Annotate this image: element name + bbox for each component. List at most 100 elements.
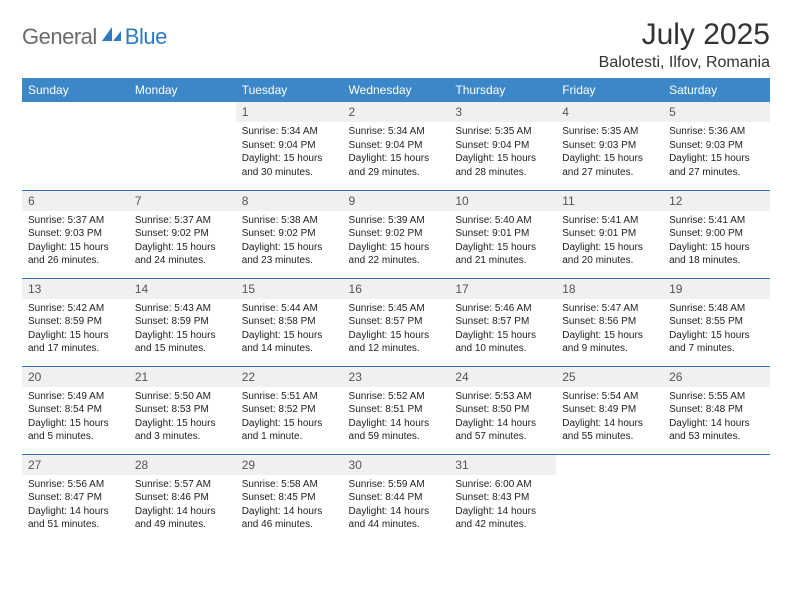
day-details: Sunrise: 5:58 AMSunset: 8:45 PMDaylight:… <box>236 475 343 538</box>
daylight-text: Daylight: 14 hours and 55 minutes. <box>562 417 657 444</box>
sunrise-text: Sunrise: 5:39 AM <box>349 214 444 228</box>
calendar-cell: 28Sunrise: 5:57 AMSunset: 8:46 PMDayligh… <box>129 454 236 542</box>
sunrise-text: Sunrise: 5:55 AM <box>669 390 764 404</box>
day-number: 9 <box>343 191 450 211</box>
day-details: Sunrise: 5:36 AMSunset: 9:03 PMDaylight:… <box>663 122 770 185</box>
day-details: Sunrise: 5:50 AMSunset: 8:53 PMDaylight:… <box>129 387 236 450</box>
daylight-text: Daylight: 15 hours and 24 minutes. <box>135 241 230 268</box>
sunset-text: Sunset: 8:58 PM <box>242 315 337 329</box>
daylight-text: Daylight: 15 hours and 15 minutes. <box>135 329 230 356</box>
day-number: 12 <box>663 191 770 211</box>
day-number: 18 <box>556 279 663 299</box>
month-title: July 2025 <box>599 18 770 52</box>
calendar-cell: 2Sunrise: 5:34 AMSunset: 9:04 PMDaylight… <box>343 102 450 190</box>
calendar-cell: 24Sunrise: 5:53 AMSunset: 8:50 PMDayligh… <box>449 366 556 454</box>
day-header: Tuesday <box>236 78 343 102</box>
sunset-text: Sunset: 8:59 PM <box>28 315 123 329</box>
daylight-text: Daylight: 15 hours and 23 minutes. <box>242 241 337 268</box>
day-details: Sunrise: 5:41 AMSunset: 9:00 PMDaylight:… <box>663 211 770 274</box>
sunset-text: Sunset: 8:45 PM <box>242 491 337 505</box>
day-number: 23 <box>343 367 450 387</box>
daylight-text: Daylight: 14 hours and 49 minutes. <box>135 505 230 532</box>
day-number: 11 <box>556 191 663 211</box>
daylight-text: Daylight: 15 hours and 27 minutes. <box>562 152 657 179</box>
daylight-text: Daylight: 14 hours and 44 minutes. <box>349 505 444 532</box>
daylight-text: Daylight: 15 hours and 29 minutes. <box>349 152 444 179</box>
calendar-cell: 22Sunrise: 5:51 AMSunset: 8:52 PMDayligh… <box>236 366 343 454</box>
daylight-text: Daylight: 15 hours and 1 minute. <box>242 417 337 444</box>
sunrise-text: Sunrise: 5:37 AM <box>28 214 123 228</box>
calendar-cell: .. <box>663 454 770 542</box>
sunset-text: Sunset: 8:55 PM <box>669 315 764 329</box>
daylight-text: Daylight: 15 hours and 10 minutes. <box>455 329 550 356</box>
day-details: Sunrise: 5:47 AMSunset: 8:56 PMDaylight:… <box>556 299 663 362</box>
sunset-text: Sunset: 8:47 PM <box>28 491 123 505</box>
day-details: Sunrise: 5:38 AMSunset: 9:02 PMDaylight:… <box>236 211 343 274</box>
sunrise-text: Sunrise: 5:42 AM <box>28 302 123 316</box>
sunrise-text: Sunrise: 5:46 AM <box>455 302 550 316</box>
day-number: 17 <box>449 279 556 299</box>
sunrise-text: Sunrise: 5:35 AM <box>455 125 550 139</box>
day-details: Sunrise: 5:59 AMSunset: 8:44 PMDaylight:… <box>343 475 450 538</box>
day-number: 27 <box>22 455 129 475</box>
daylight-text: Daylight: 15 hours and 14 minutes. <box>242 329 337 356</box>
calendar-cell: 19Sunrise: 5:48 AMSunset: 8:55 PMDayligh… <box>663 278 770 366</box>
day-details: Sunrise: 5:55 AMSunset: 8:48 PMDaylight:… <box>663 387 770 450</box>
day-details: Sunrise: 5:52 AMSunset: 8:51 PMDaylight:… <box>343 387 450 450</box>
day-details: Sunrise: 5:39 AMSunset: 9:02 PMDaylight:… <box>343 211 450 274</box>
calendar-cell: 17Sunrise: 5:46 AMSunset: 8:57 PMDayligh… <box>449 278 556 366</box>
sunrise-text: Sunrise: 5:34 AM <box>242 125 337 139</box>
day-number: 10 <box>449 191 556 211</box>
day-details: Sunrise: 5:43 AMSunset: 8:59 PMDaylight:… <box>129 299 236 362</box>
calendar-cell: 16Sunrise: 5:45 AMSunset: 8:57 PMDayligh… <box>343 278 450 366</box>
sunrise-text: Sunrise: 6:00 AM <box>455 478 550 492</box>
sunrise-text: Sunrise: 5:37 AM <box>135 214 230 228</box>
daylight-text: Daylight: 15 hours and 7 minutes. <box>669 329 764 356</box>
day-number: 21 <box>129 367 236 387</box>
logo-sail-icon <box>101 26 123 49</box>
day-details: Sunrise: 5:45 AMSunset: 8:57 PMDaylight:… <box>343 299 450 362</box>
day-number: 31 <box>449 455 556 475</box>
sunrise-text: Sunrise: 5:51 AM <box>242 390 337 404</box>
sunrise-text: Sunrise: 5:53 AM <box>455 390 550 404</box>
day-details: Sunrise: 5:35 AMSunset: 9:04 PMDaylight:… <box>449 122 556 185</box>
calendar-cell: 3Sunrise: 5:35 AMSunset: 9:04 PMDaylight… <box>449 102 556 190</box>
daylight-text: Daylight: 15 hours and 18 minutes. <box>669 241 764 268</box>
day-number: 26 <box>663 367 770 387</box>
sunset-text: Sunset: 8:50 PM <box>455 403 550 417</box>
calendar-cell: 4Sunrise: 5:35 AMSunset: 9:03 PMDaylight… <box>556 102 663 190</box>
calendar-cell: 5Sunrise: 5:36 AMSunset: 9:03 PMDaylight… <box>663 102 770 190</box>
day-number: 16 <box>343 279 450 299</box>
sunrise-text: Sunrise: 5:40 AM <box>455 214 550 228</box>
day-number: 6 <box>22 191 129 211</box>
calendar-cell: 15Sunrise: 5:44 AMSunset: 8:58 PMDayligh… <box>236 278 343 366</box>
sunset-text: Sunset: 9:03 PM <box>562 139 657 153</box>
calendar-cell: 13Sunrise: 5:42 AMSunset: 8:59 PMDayligh… <box>22 278 129 366</box>
sunset-text: Sunset: 9:01 PM <box>455 227 550 241</box>
title-block: July 2025 Balotesti, Ilfov, Romania <box>599 18 770 72</box>
sunset-text: Sunset: 9:04 PM <box>455 139 550 153</box>
calendar-cell: 7Sunrise: 5:37 AMSunset: 9:02 PMDaylight… <box>129 190 236 278</box>
calendar-cell: .. <box>556 454 663 542</box>
sunrise-text: Sunrise: 5:35 AM <box>562 125 657 139</box>
day-details: Sunrise: 5:51 AMSunset: 8:52 PMDaylight:… <box>236 387 343 450</box>
day-number: 13 <box>22 279 129 299</box>
sunset-text: Sunset: 8:44 PM <box>349 491 444 505</box>
day-details: Sunrise: 5:34 AMSunset: 9:04 PMDaylight:… <box>343 122 450 185</box>
sunset-text: Sunset: 8:51 PM <box>349 403 444 417</box>
sunset-text: Sunset: 8:46 PM <box>135 491 230 505</box>
day-details: Sunrise: 5:35 AMSunset: 9:03 PMDaylight:… <box>556 122 663 185</box>
sunrise-text: Sunrise: 5:36 AM <box>669 125 764 139</box>
daylight-text: Daylight: 15 hours and 27 minutes. <box>669 152 764 179</box>
calendar-cell: 6Sunrise: 5:37 AMSunset: 9:03 PMDaylight… <box>22 190 129 278</box>
calendar-cell: 18Sunrise: 5:47 AMSunset: 8:56 PMDayligh… <box>556 278 663 366</box>
sunset-text: Sunset: 8:56 PM <box>562 315 657 329</box>
calendar-cell: 27Sunrise: 5:56 AMSunset: 8:47 PMDayligh… <box>22 454 129 542</box>
calendar-cell: 31Sunrise: 6:00 AMSunset: 8:43 PMDayligh… <box>449 454 556 542</box>
daylight-text: Daylight: 14 hours and 46 minutes. <box>242 505 337 532</box>
calendar-cell: 10Sunrise: 5:40 AMSunset: 9:01 PMDayligh… <box>449 190 556 278</box>
day-number: 20 <box>22 367 129 387</box>
day-number: 8 <box>236 191 343 211</box>
sunrise-text: Sunrise: 5:41 AM <box>669 214 764 228</box>
sunrise-text: Sunrise: 5:38 AM <box>242 214 337 228</box>
